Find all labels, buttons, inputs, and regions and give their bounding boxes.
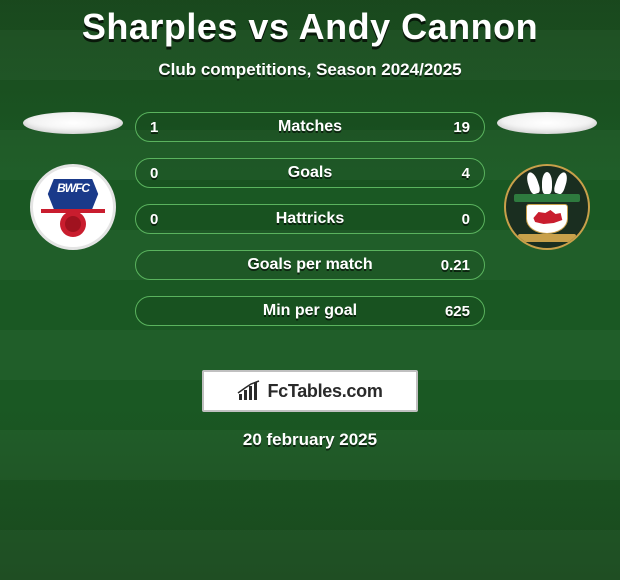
stat-right-value: 19 <box>430 119 470 136</box>
right-club-crest-icon <box>504 164 590 250</box>
right-club-badge <box>504 164 590 250</box>
stats-list: 1 Matches 19 0 Goals 4 0 Hattricks 0 Goa… <box>135 112 485 342</box>
stats-area: BWFC 1 Matches 19 0 Goals 4 0 Hattricks … <box>0 112 620 342</box>
right-player-column <box>497 112 597 250</box>
page-title: Sharples vs Andy Cannon <box>0 0 620 48</box>
stat-label: Matches <box>190 118 430 136</box>
stat-left-value: 0 <box>150 211 190 228</box>
stat-row: Goals per match 0.21 <box>135 250 485 280</box>
subtitle: Club competitions, Season 2024/2025 <box>0 60 620 80</box>
stat-label: Min per goal <box>190 302 430 320</box>
stat-right-value: 0 <box>430 211 470 228</box>
left-player-column: BWFC <box>23 112 123 250</box>
stat-right-value: 0.21 <box>430 257 470 274</box>
stat-row: 0 Goals 4 <box>135 158 485 188</box>
stat-label: Goals per match <box>190 256 430 274</box>
left-club-badge: BWFC <box>30 164 116 250</box>
comparison-date: 20 february 2025 <box>0 430 620 450</box>
brand-text: FcTables.com <box>267 381 382 402</box>
stat-row: 1 Matches 19 <box>135 112 485 142</box>
bar-chart-icon <box>237 380 263 402</box>
left-player-silhouette-shadow <box>23 112 123 134</box>
right-player-silhouette-shadow <box>497 112 597 134</box>
stat-label: Hattricks <box>190 210 430 228</box>
stat-label: Goals <box>190 164 430 182</box>
stat-right-value: 625 <box>430 303 470 320</box>
stat-left-value: 0 <box>150 165 190 182</box>
stat-row: Min per goal 625 <box>135 296 485 326</box>
stat-row: 0 Hattricks 0 <box>135 204 485 234</box>
stat-right-value: 4 <box>430 165 470 182</box>
left-club-initials: BWFC <box>33 181 113 195</box>
left-club-crest-icon: BWFC <box>30 164 116 250</box>
stat-left-value: 1 <box>150 119 190 136</box>
fctables-brand-link[interactable]: FcTables.com <box>202 370 418 412</box>
comparison-card: Sharples vs Andy Cannon Club competition… <box>0 0 620 450</box>
